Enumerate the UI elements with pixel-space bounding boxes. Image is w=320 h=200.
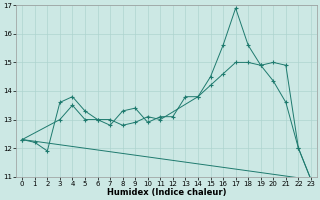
X-axis label: Humidex (Indice chaleur): Humidex (Indice chaleur) (107, 188, 226, 197)
